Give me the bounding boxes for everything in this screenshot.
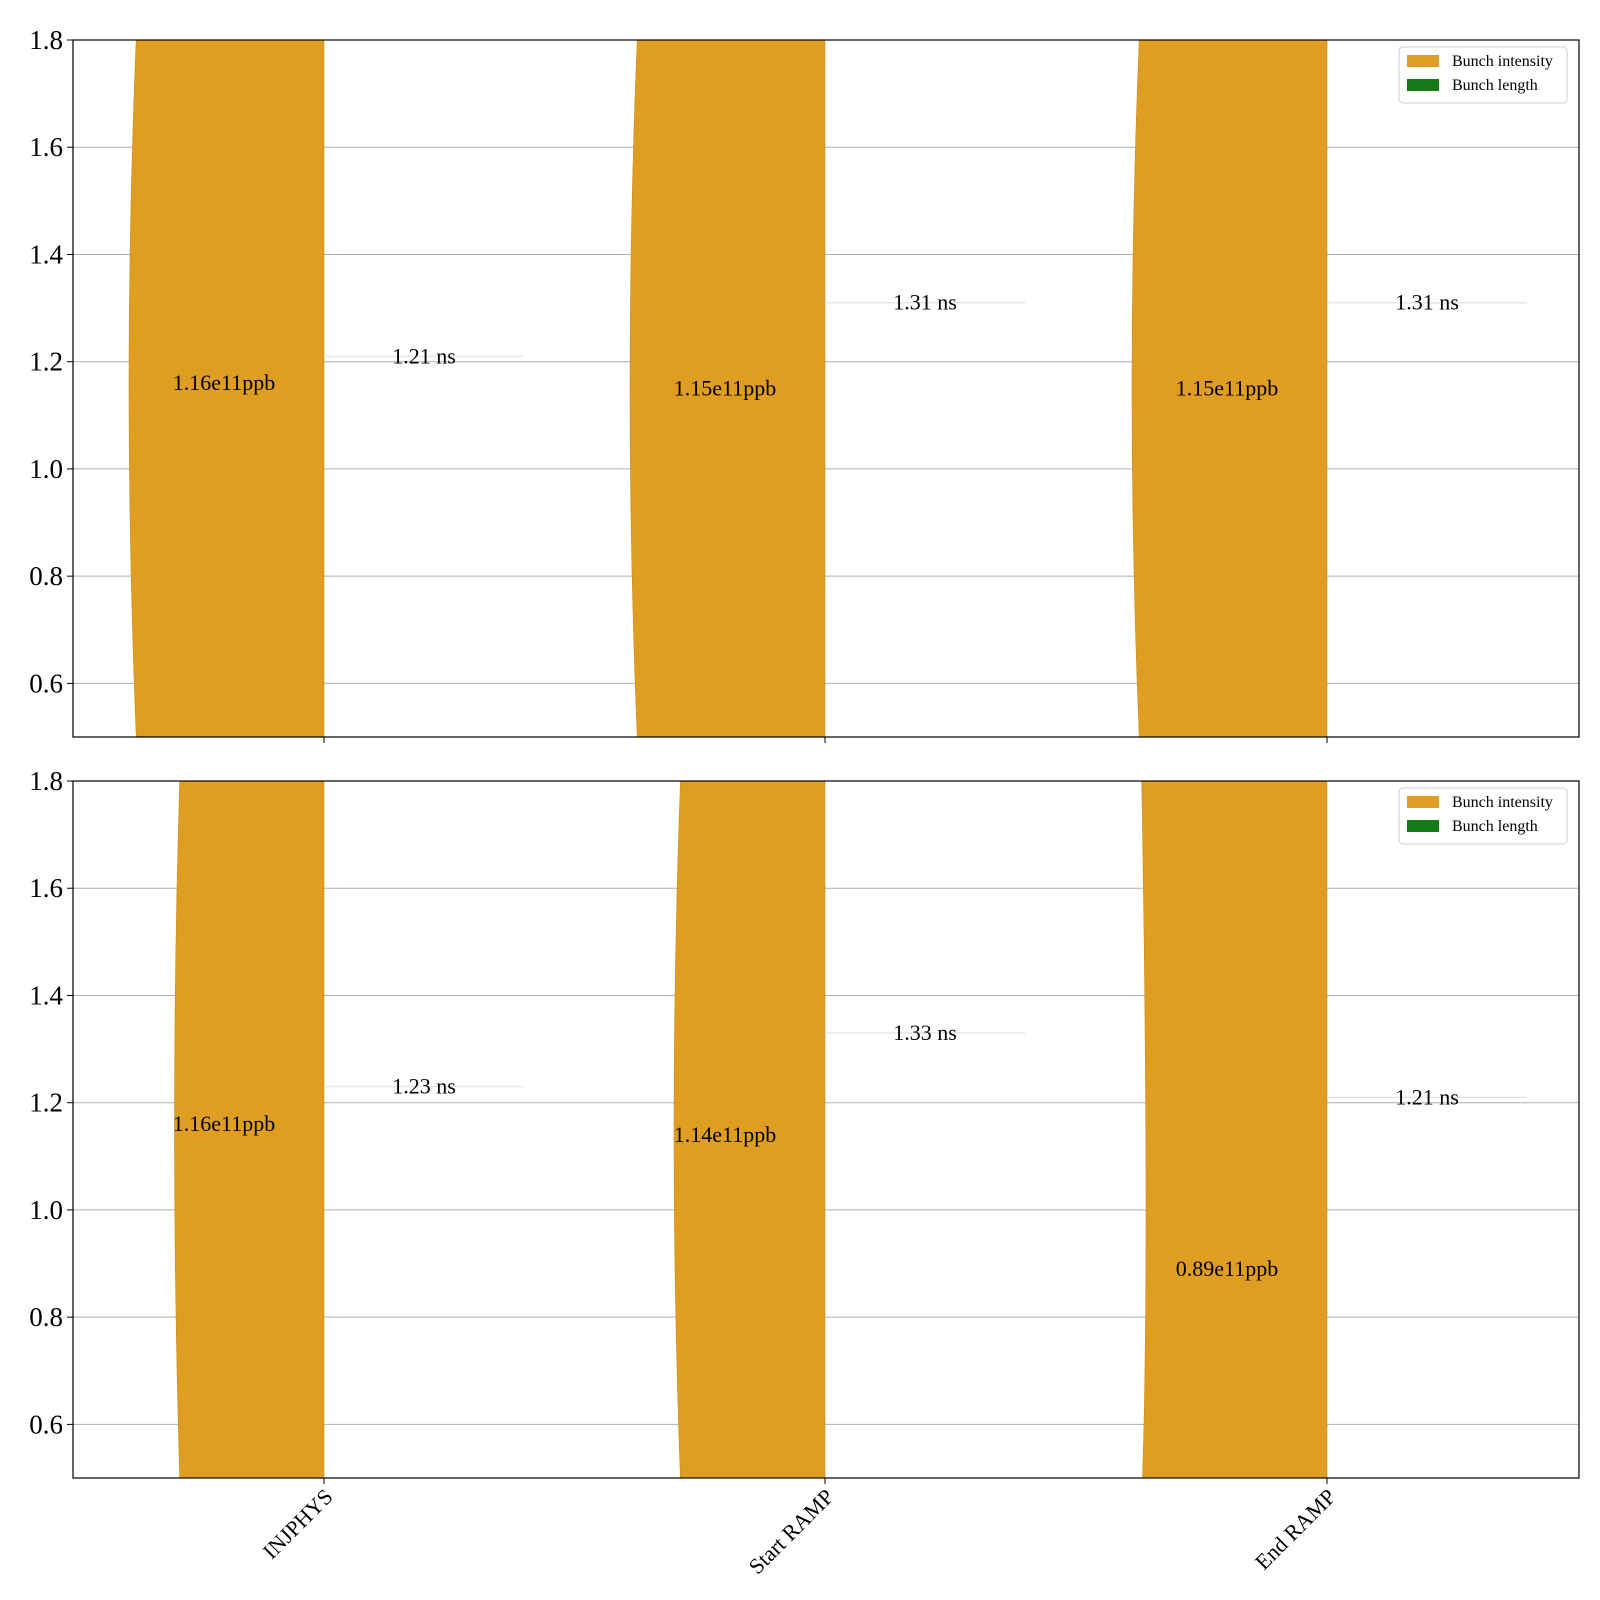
legend-swatch <box>1407 55 1439 67</box>
panel-1: 0.6 0.8 1.0 1.2 1.4 1.6 1.8 1.16e11ppb 1.21 ns 1.… <box>29 25 1580 743</box>
legend: Bunch intensity Bunch length <box>1398 787 1568 845</box>
y-tick-label: 1.0 <box>29 454 63 484</box>
x-tick-label: INJPHYS <box>258 1484 338 1564</box>
y-tick-label: 0.6 <box>29 1409 63 1439</box>
length-value-label: 1.31 ns <box>1395 290 1459 315</box>
intensity-violin <box>174 781 325 1478</box>
y-tick-label: 1.4 <box>29 239 63 269</box>
y-tick-label: 1.6 <box>29 132 63 162</box>
intensity-value-label: 1.15e11ppb <box>1176 376 1278 401</box>
legend-swatch <box>1407 79 1439 91</box>
y-tick-label: 1.0 <box>29 1195 63 1225</box>
intensity-value-label: 0.89e11ppb <box>1176 1256 1278 1281</box>
axes-frame <box>72 39 1580 738</box>
legend-label: Bunch intensity <box>1452 53 1553 70</box>
intensity-value-label: 1.14e11ppb <box>674 1122 776 1147</box>
legend-label: Bunch length <box>1452 77 1538 94</box>
length-value-label: 1.33 ns <box>893 1020 957 1045</box>
x-tick-label: End RAMP <box>1250 1484 1341 1575</box>
x-tick-label: Start RAMP <box>743 1484 838 1579</box>
legend-label: Bunch intensity <box>1452 794 1553 811</box>
violins <box>128 40 1328 737</box>
y-tick-label: 1.2 <box>29 1088 63 1118</box>
violins <box>174 781 1328 1478</box>
y-tick-label: 0.8 <box>29 1302 63 1332</box>
legend-swatch <box>1407 820 1439 832</box>
legend-box <box>1398 46 1568 104</box>
intensity-value-label: 1.16e11ppb <box>173 370 275 395</box>
intensity-value-label: 1.15e11ppb <box>674 376 776 401</box>
y-tick-label: 1.6 <box>29 873 63 903</box>
y-tick-label: 1.8 <box>29 766 63 796</box>
axes-frame <box>72 780 1580 1479</box>
y-tick-label: 1.8 <box>29 25 63 55</box>
y-tick-label: 0.8 <box>29 561 63 591</box>
intensity-violin <box>128 40 325 737</box>
length-value-label: 1.31 ns <box>893 290 957 315</box>
intensity-violin <box>629 40 826 737</box>
length-value-label: 1.21 ns <box>392 343 456 368</box>
legend: Bunch intensity Bunch length <box>1398 46 1568 104</box>
intensity-value-label: 1.16e11ppb <box>173 1111 275 1136</box>
intensity-violin <box>1131 40 1328 737</box>
panel-2: 0.6 0.8 1.0 1.2 1.4 1.6 1.8 1.16e11ppb 1.23 ns 1.… <box>29 766 1580 1484</box>
legend-swatch <box>1407 796 1439 808</box>
intensity-violin <box>1141 781 1328 1478</box>
y-tick-label: 0.6 <box>29 668 63 698</box>
legend-label: Bunch length <box>1452 818 1538 835</box>
length-value-label: 1.23 ns <box>392 1074 456 1099</box>
y-tick-label: 1.4 <box>29 980 63 1010</box>
length-value-label: 1.21 ns <box>1395 1084 1459 1109</box>
intensity-violin <box>673 781 826 1478</box>
y-tick-label: 1.2 <box>29 347 63 377</box>
legend-box <box>1398 787 1568 845</box>
